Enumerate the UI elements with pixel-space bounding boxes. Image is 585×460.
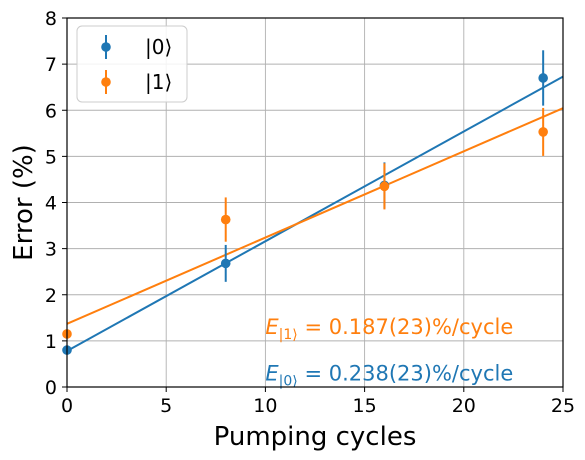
y-tick-label: 5 [45, 146, 57, 168]
y-tick-label: 7 [45, 54, 57, 76]
y-tick-label: 0 [45, 377, 57, 399]
legend-marker [101, 42, 111, 52]
y-tick-label: 1 [45, 331, 57, 353]
data-point-series-0 [220, 258, 231, 269]
y-axis-label: Error (%) [9, 144, 39, 261]
data-point-series-1 [379, 181, 390, 192]
x-tick-label: 10 [253, 395, 277, 417]
x-tick-label: 25 [551, 395, 575, 417]
x-tick-label: 0 [61, 395, 73, 417]
data-point-series-0 [538, 73, 548, 83]
data-points [62, 50, 548, 355]
legend: |0⟩|1⟩ [76, 25, 188, 103]
fit-line-series-0 [66, 75, 564, 352]
y-tick-label: 6 [45, 100, 57, 122]
legend-label: |1⟩ [145, 70, 172, 94]
y-tick-label: 2 [45, 285, 57, 307]
fit-lines [66, 75, 564, 352]
data-point-series-1 [538, 127, 548, 137]
fit-annotation-series-1: E|1⟩ = 0.187(23)%/cycle [265, 315, 513, 343]
x-tick-label: 20 [452, 395, 476, 417]
y-tick-label: 3 [45, 239, 57, 261]
y-tick-label: 8 [45, 8, 57, 30]
fit-annotation-series-0: E|0⟩ = 0.238(23)%/cycle [265, 361, 513, 389]
legend-marker [101, 77, 111, 87]
ticks: 0 5 10 15 20 25 0 1 2 3 4 5 6 7 8 [45, 8, 575, 417]
fit-line-series-1 [66, 107, 564, 325]
legend-label: |0⟩ [145, 35, 172, 59]
y-tick-label: 4 [45, 193, 57, 215]
x-tick-label: 15 [353, 395, 377, 417]
x-axis-label: Pumping cycles [214, 422, 417, 452]
data-point-series-1 [220, 214, 231, 225]
annotations: E|0⟩ = 0.238(23)%/cycle E|1⟩ = 0.187(23)%… [265, 315, 513, 389]
x-tick-label: 5 [160, 395, 172, 417]
